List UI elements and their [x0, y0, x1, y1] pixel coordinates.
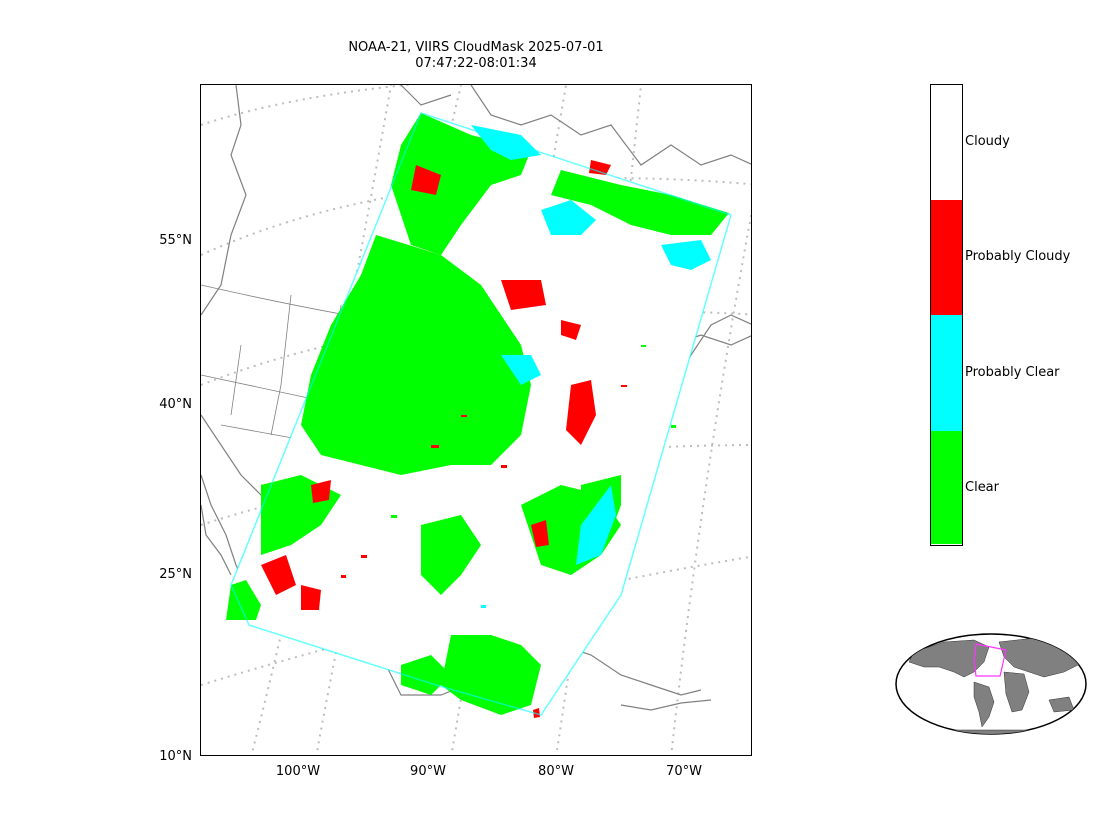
inset-land	[908, 636, 1085, 734]
inset-swath-outline	[973, 643, 1007, 677]
lat-tick-40: 40°N	[159, 397, 192, 412]
colorbar	[930, 84, 963, 546]
probably-cloudy-areas	[261, 160, 611, 718]
colorbar-probably-cloudy	[931, 200, 962, 315]
map-svg	[201, 85, 751, 755]
swath-speckles	[341, 345, 676, 608]
lat-tick-10: 10°N	[159, 749, 192, 764]
colorbar-clear	[931, 431, 962, 544]
inset-globe	[894, 632, 1088, 736]
colorbar-label-probably-cloudy: Probably Cloudy	[965, 249, 1071, 264]
lon-tick-100w: 100°W	[275, 764, 321, 779]
lon-tick-70w: 70°W	[666, 764, 702, 779]
map-panel[interactable]	[200, 84, 752, 756]
lon-tick-90w: 90°W	[410, 764, 446, 779]
lat-tick-25: 25°N	[159, 567, 192, 582]
swath-outline	[230, 112, 732, 716]
lon-tick-80w: 80°W	[538, 764, 574, 779]
probably-clear-areas	[471, 125, 711, 565]
colorbar-label-probably-clear: Probably Clear	[965, 365, 1060, 380]
colorbar-label-clear: Clear	[965, 480, 999, 495]
map-title-line1: NOAA-21, VIIRS CloudMask 2025-07-01	[348, 40, 604, 55]
lat-tick-55: 55°N	[159, 233, 192, 248]
colorbar-cloudy	[931, 85, 962, 200]
colorbar-probably-clear	[931, 315, 962, 431]
map-title-line2: 07:47:22-08:01:34	[415, 56, 537, 71]
colorbar-label-cloudy: Cloudy	[965, 134, 1010, 149]
map-title: NOAA-21, VIIRS CloudMask 2025-07-01 07:4…	[200, 40, 752, 72]
